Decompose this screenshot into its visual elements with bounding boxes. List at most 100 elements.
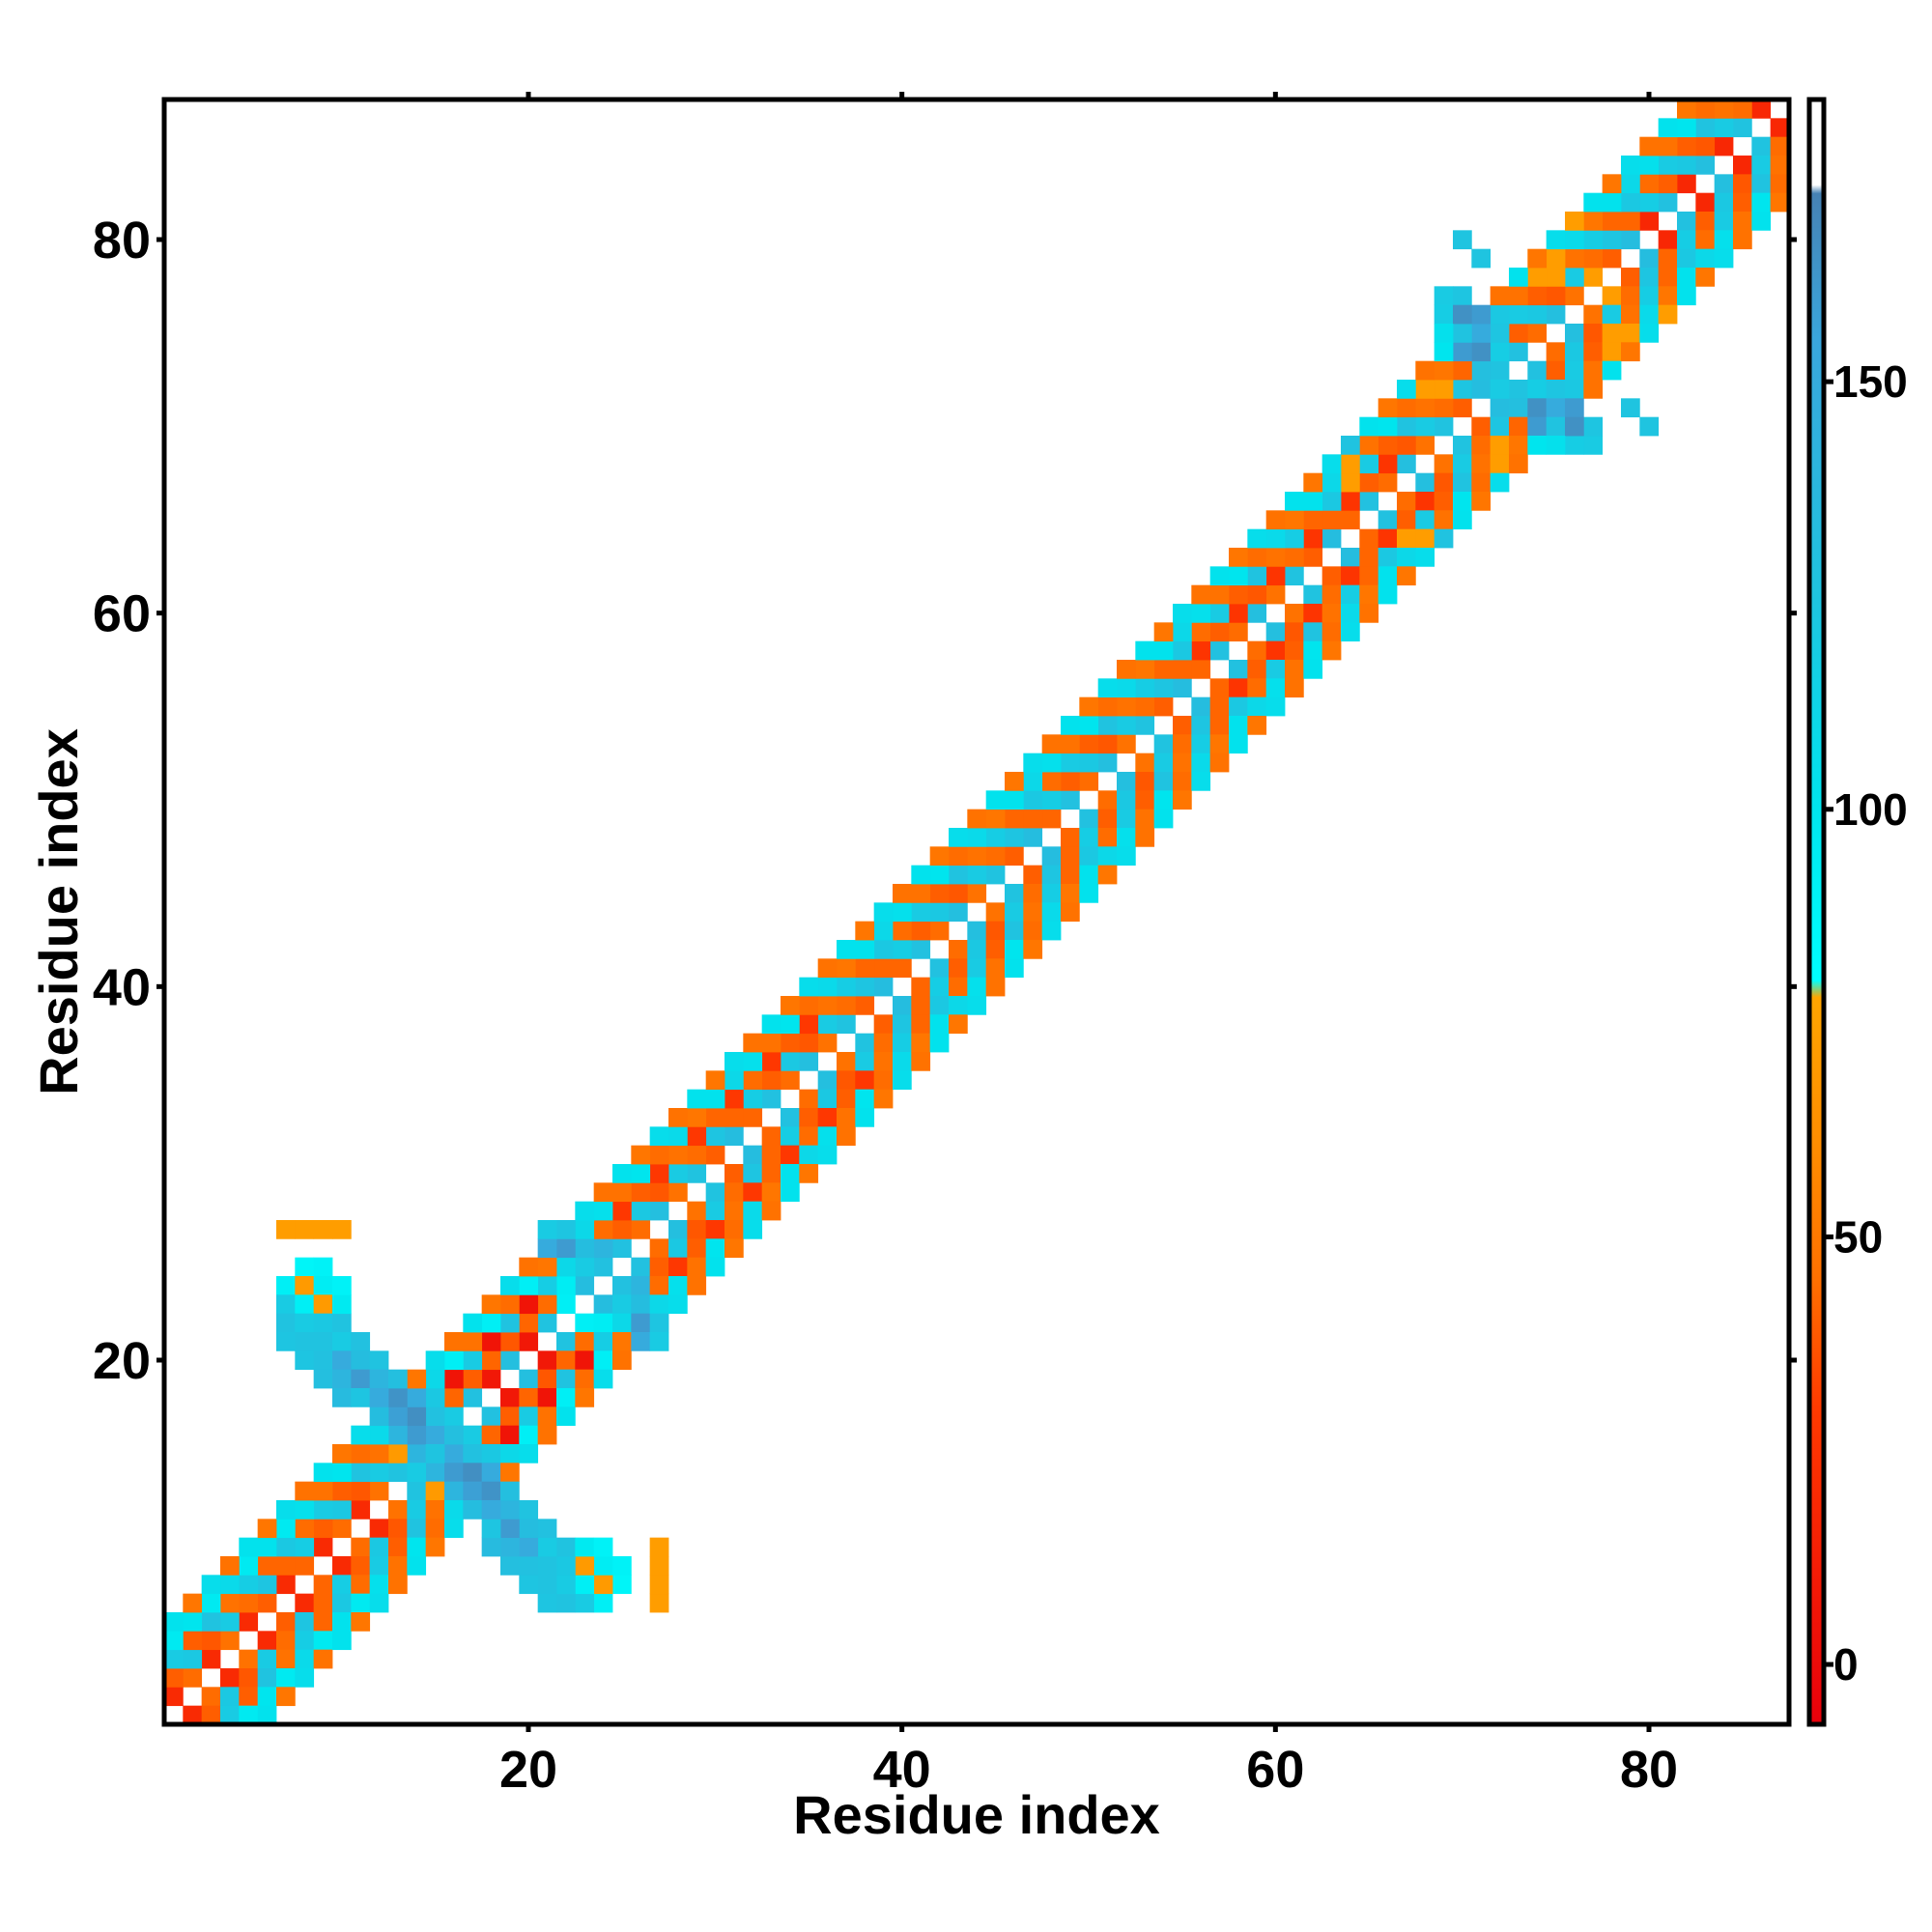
- heatmap-cell: [668, 1220, 688, 1239]
- heatmap-cell: [276, 1649, 296, 1669]
- heatmap-cell: [1546, 342, 1566, 362]
- heatmap-cell: [1135, 809, 1155, 829]
- heatmap-cell: [1471, 342, 1492, 362]
- heatmap-cell: [1285, 510, 1304, 530]
- heatmap-cell: [1117, 828, 1136, 847]
- heatmap-cell: [781, 1182, 800, 1203]
- heatmap-cell: [911, 1052, 931, 1071]
- heatmap-cell: [1602, 174, 1622, 194]
- heatmap-cell: [1209, 678, 1230, 698]
- heatmap-cell: [425, 1463, 445, 1483]
- heatmap-cell: [1135, 753, 1155, 773]
- heatmap-cell: [1509, 416, 1528, 437]
- heatmap-cell: [1453, 510, 1472, 530]
- heatmap-cell: [1677, 230, 1696, 250]
- heatmap-cell: [1041, 734, 1062, 754]
- heatmap-cell: [705, 1220, 725, 1239]
- heatmap-cell: [369, 1593, 389, 1613]
- heatmap-cell: [1229, 716, 1248, 735]
- heatmap-cell: [1341, 510, 1360, 530]
- y-tick-label: 80: [93, 212, 151, 270]
- heatmap-cell: [781, 1164, 800, 1183]
- heatmap-cell: [1733, 118, 1752, 138]
- heatmap-cell: [1677, 268, 1696, 287]
- heatmap-cell: [519, 1556, 539, 1576]
- heatmap-cell: [388, 1369, 408, 1389]
- heatmap-cell: [1005, 828, 1024, 847]
- heatmap-cell: [1265, 622, 1286, 642]
- heatmap-cell: [1471, 360, 1492, 381]
- heatmap-cell: [332, 1313, 352, 1333]
- heatmap-cell: [1321, 510, 1342, 530]
- heatmap-cell: [313, 1612, 333, 1632]
- heatmap-cell: [201, 1687, 221, 1707]
- heatmap-cell: [500, 1463, 520, 1483]
- heatmap-cell: [276, 1519, 296, 1539]
- heatmap-cell: [949, 958, 968, 979]
- heatmap-cell: [369, 1575, 389, 1595]
- heatmap-cell: [332, 1388, 352, 1407]
- heatmap-cell: [500, 1276, 520, 1295]
- heatmap-cell: [575, 1575, 595, 1595]
- heatmap-cell: [967, 958, 987, 979]
- heatmap-cell: [1097, 734, 1118, 754]
- heatmap-cell: [556, 1276, 576, 1295]
- heatmap-cell: [1677, 174, 1696, 194]
- heatmap-cell: [519, 1257, 539, 1277]
- heatmap-cell: [1097, 846, 1118, 867]
- heatmap-cell: [1378, 584, 1398, 605]
- heatmap-cell: [893, 958, 912, 979]
- heatmap-cell: [1471, 324, 1492, 343]
- heatmap-cell: [985, 921, 1006, 941]
- heatmap-cell: [1378, 510, 1398, 530]
- heatmap-cell: [1061, 846, 1080, 867]
- heatmap-cell: [1209, 734, 1230, 754]
- heatmap-cell: [668, 1126, 688, 1147]
- heatmap-cell: [1061, 790, 1080, 810]
- heatmap-cell: [631, 1182, 651, 1203]
- heatmap-cell: [1490, 342, 1510, 362]
- heatmap-cell: [183, 1593, 203, 1613]
- heatmap-cell: [1565, 286, 1584, 306]
- heatmap-cell: [164, 1631, 184, 1651]
- heatmap-cell: [1621, 212, 1640, 231]
- heatmap-cell: [1191, 716, 1211, 735]
- heatmap-cell: [1191, 660, 1211, 679]
- heatmap-cell: [1434, 510, 1454, 530]
- heatmap-cell: [649, 1238, 669, 1259]
- colorbar-frame: [1806, 97, 1827, 1727]
- heatmap-cell: [444, 1481, 464, 1501]
- heatmap-cell: [425, 1500, 445, 1520]
- heatmap-cell: [1041, 865, 1062, 885]
- heatmap-cell: [1079, 696, 1099, 717]
- heatmap-cell: [313, 1463, 333, 1483]
- heatmap-cell: [1583, 324, 1604, 343]
- heatmap-cell: [1434, 528, 1454, 549]
- heatmap-cell: [1117, 772, 1136, 791]
- heatmap-cell: [500, 1313, 520, 1333]
- heatmap-cell: [1770, 192, 1790, 213]
- heatmap-cell: [593, 1332, 613, 1351]
- x-tick-label: 40: [873, 1741, 931, 1799]
- heatmap-cell: [556, 1556, 576, 1576]
- heatmap-cell: [1658, 268, 1678, 287]
- heatmap-cell: [1509, 342, 1528, 362]
- heatmap-cell: [911, 921, 931, 941]
- colorbar-tick-label: 50: [1833, 1211, 1883, 1262]
- heatmap-cell: [1247, 528, 1267, 549]
- heatmap-cell: [1023, 753, 1043, 773]
- heatmap-cell: [481, 1481, 501, 1501]
- heatmap-cell: [687, 1089, 707, 1109]
- heatmap-cell: [668, 1276, 688, 1295]
- heatmap-cell: [220, 1631, 240, 1651]
- heatmap-cell: [1658, 286, 1678, 306]
- heatmap-cell: [1397, 510, 1416, 530]
- heatmap-cell: [612, 1556, 632, 1576]
- heatmap-cell: [873, 921, 894, 941]
- heatmap-cell: [1621, 324, 1640, 343]
- heatmap-cell: [444, 1425, 464, 1445]
- heatmap-cell: [1658, 248, 1678, 269]
- heatmap-cell: [1023, 865, 1043, 885]
- heatmap-cell: [724, 1052, 744, 1071]
- heatmap-cell: [668, 1238, 688, 1259]
